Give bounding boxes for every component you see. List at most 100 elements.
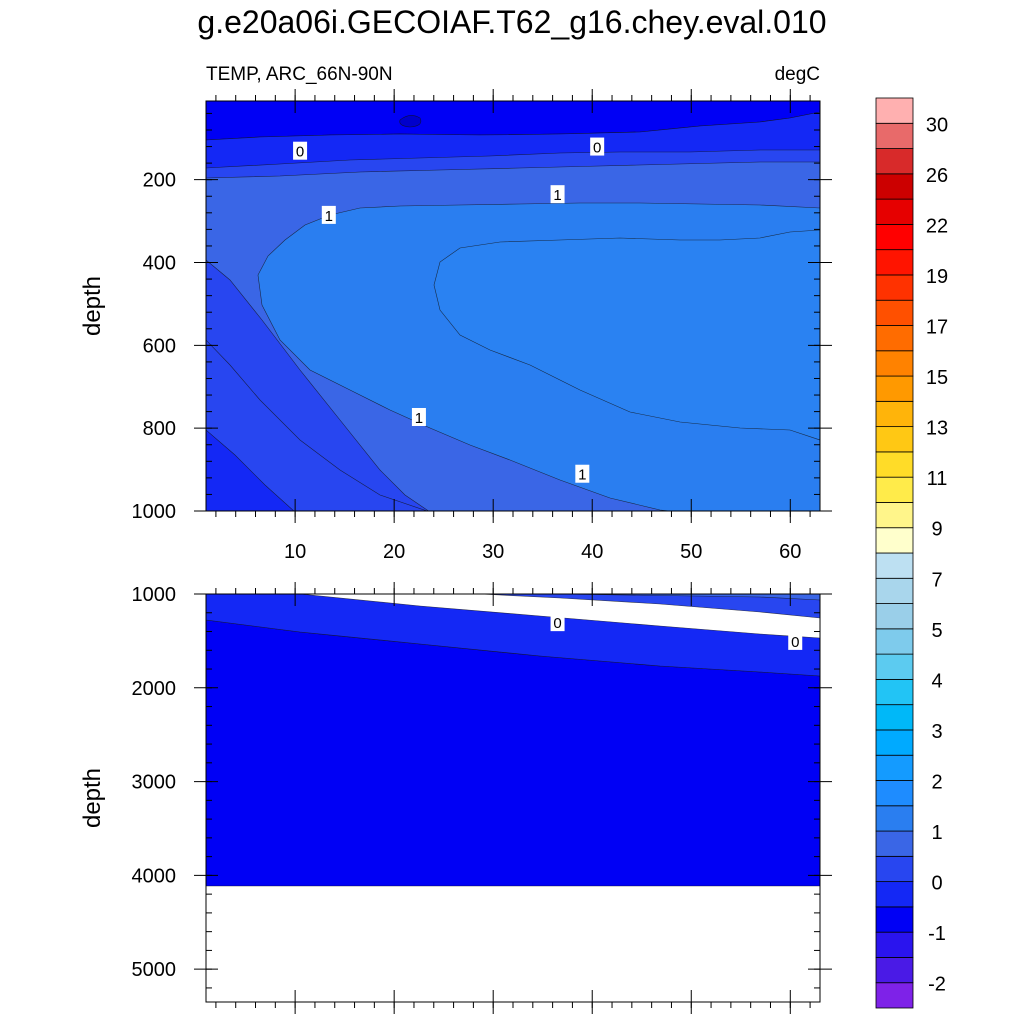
colorbar-label: 2 [931, 772, 942, 794]
colorbar-label: 17 [926, 317, 948, 339]
variable-region-label: TEMP, ARC_66N-90N [206, 64, 393, 85]
colorbar-bin [875, 198, 914, 225]
colorbar-label: 5 [931, 620, 942, 642]
upper-contour-label-bg [550, 185, 565, 204]
upper-y-axis-label-text: depth [79, 276, 106, 336]
colorbar-bin [875, 122, 914, 149]
colorbar-bin [875, 780, 914, 807]
colorbar-label: 26 [926, 165, 948, 187]
colorbar-bin [875, 805, 914, 832]
upper-x-axis: 10 20 30 40 50 60 [215, 89, 811, 563]
colorbar-bin [875, 603, 914, 630]
lower-y-axis-label: depth [79, 768, 106, 828]
colorbar-bin [875, 350, 914, 377]
colorbar-label: 9 [931, 519, 942, 541]
upper-contour-label: 1 [578, 467, 586, 484]
colorbar-bin [875, 653, 914, 680]
colorbar-bin [875, 274, 914, 301]
colorbar-label: 30 [926, 114, 948, 136]
colorbar-bin [875, 957, 914, 984]
upper-y-tick-label: 400 [143, 253, 176, 275]
colorbar-label: 19 [926, 266, 948, 288]
chart-title: g.e20a06i.GECOIAF.T62_g16.chey.eval.010 [197, 4, 827, 40]
upper-y-axis-label: depth [79, 276, 106, 336]
colorbar-bin [875, 476, 914, 503]
colorbar-bin [875, 299, 914, 326]
upper-panel: depth 200 400 600 800 1000 10 20 30 40 50 60 0 0 1 1… [79, 89, 832, 563]
colorbar-label: 4 [931, 670, 942, 692]
upper-contour-label-bg [321, 205, 336, 224]
upper-contour-label-bg [411, 407, 426, 426]
colorbar: -2 -1 0 1 2 3 4 5 7 9 11 13 15 17 19 22 26 30 [875, 97, 948, 1009]
upper-y-tick-label: 800 [143, 418, 176, 440]
colorbar-bin [875, 881, 914, 908]
colorbar-label: 22 [926, 215, 948, 237]
lower-y-tick-label: 1000 [132, 584, 177, 606]
colorbar-bin [875, 325, 914, 352]
colorbar-bin [875, 931, 914, 958]
colorbar-bin [875, 148, 914, 175]
upper-fill-c15-to-2 [433, 229, 820, 441]
upper-x-tick-label: 60 [779, 541, 801, 563]
colorbar-bin [875, 830, 914, 857]
lower-contour-label-bg [788, 631, 803, 650]
upper-y-tick-label: 200 [143, 170, 176, 192]
lower-y-axis-label-text: depth [79, 768, 106, 828]
colorbar-bin [875, 982, 914, 1009]
lower-y-tick-label: 3000 [132, 772, 177, 794]
upper-contour-label-bg [575, 464, 590, 483]
colorbar-label: -1 [928, 923, 946, 945]
colorbar-bin [875, 628, 914, 655]
colorbar-label: 1 [931, 822, 942, 844]
upper-x-tick-label: 50 [680, 541, 702, 563]
upper-contour-labels: 0 0 1 1 1 1 [293, 137, 605, 484]
colorbar-label: 15 [926, 367, 948, 389]
colorbar-label: 11 [927, 468, 948, 490]
upper-contour-label: 1 [325, 208, 333, 225]
upper-contour-label: 1 [553, 187, 561, 204]
colorbar-label: 13 [926, 418, 948, 440]
colorbar-bin [875, 678, 914, 706]
colorbar-label: 7 [931, 569, 942, 591]
colorbar-bin [875, 97, 914, 124]
colorbar-label: 3 [931, 721, 942, 743]
upper-contour-label-bg [293, 141, 308, 160]
lower-y-tick-label: 4000 [132, 865, 177, 887]
lower-contour-label-bg [550, 613, 565, 632]
colorbar-bin [875, 249, 914, 276]
units-label: degC [774, 64, 820, 85]
upper-contour-label: 1 [415, 410, 423, 427]
upper-contour-label: 0 [593, 140, 601, 157]
upper-x-tick-label: 10 [284, 541, 306, 563]
lower-y-tick-label: 5000 [132, 959, 177, 981]
upper-contour-label: 0 [296, 144, 304, 161]
colorbar-bin [875, 729, 914, 756]
colorbar-bin [875, 223, 914, 251]
colorbar-bin [875, 704, 914, 731]
upper-fill-deep-left [206, 339, 428, 511]
colorbar-bin [875, 527, 914, 554]
colorbar-bin [875, 855, 914, 883]
colorbar-bin [875, 400, 914, 428]
lower-panel: depth 1000 2000 3000 4000 5000 00 [79, 582, 832, 1014]
colorbar-bin [875, 451, 914, 478]
lower-fill-m1-to-0 [206, 594, 820, 677]
upper-y-axis: 200 400 600 800 1000 [132, 112, 832, 523]
colorbar-label: -2 [928, 974, 946, 996]
colorbar-label: 0 [931, 873, 942, 895]
colorbar-bin [875, 754, 914, 781]
upper-contour-label-bg [590, 137, 605, 156]
lower-y-tick-label: 2000 [132, 678, 177, 700]
colorbar-bin [875, 173, 914, 200]
colorbar-bin [875, 552, 914, 579]
upper-y-tick-label: 1000 [132, 501, 177, 523]
colorbar-bin [875, 577, 914, 604]
lower-fill-c05-to-1 [559, 594, 820, 601]
lower-contour-labels: 00 [550, 613, 803, 651]
lower-y-axis: 1000 2000 3000 4000 5000 [132, 584, 832, 989]
upper-x-tick-label: 20 [383, 541, 405, 563]
colorbar-bin [875, 502, 914, 529]
upper-x-tick-label: 40 [581, 541, 603, 563]
upper-fill-deep-left-cold [206, 429, 295, 511]
